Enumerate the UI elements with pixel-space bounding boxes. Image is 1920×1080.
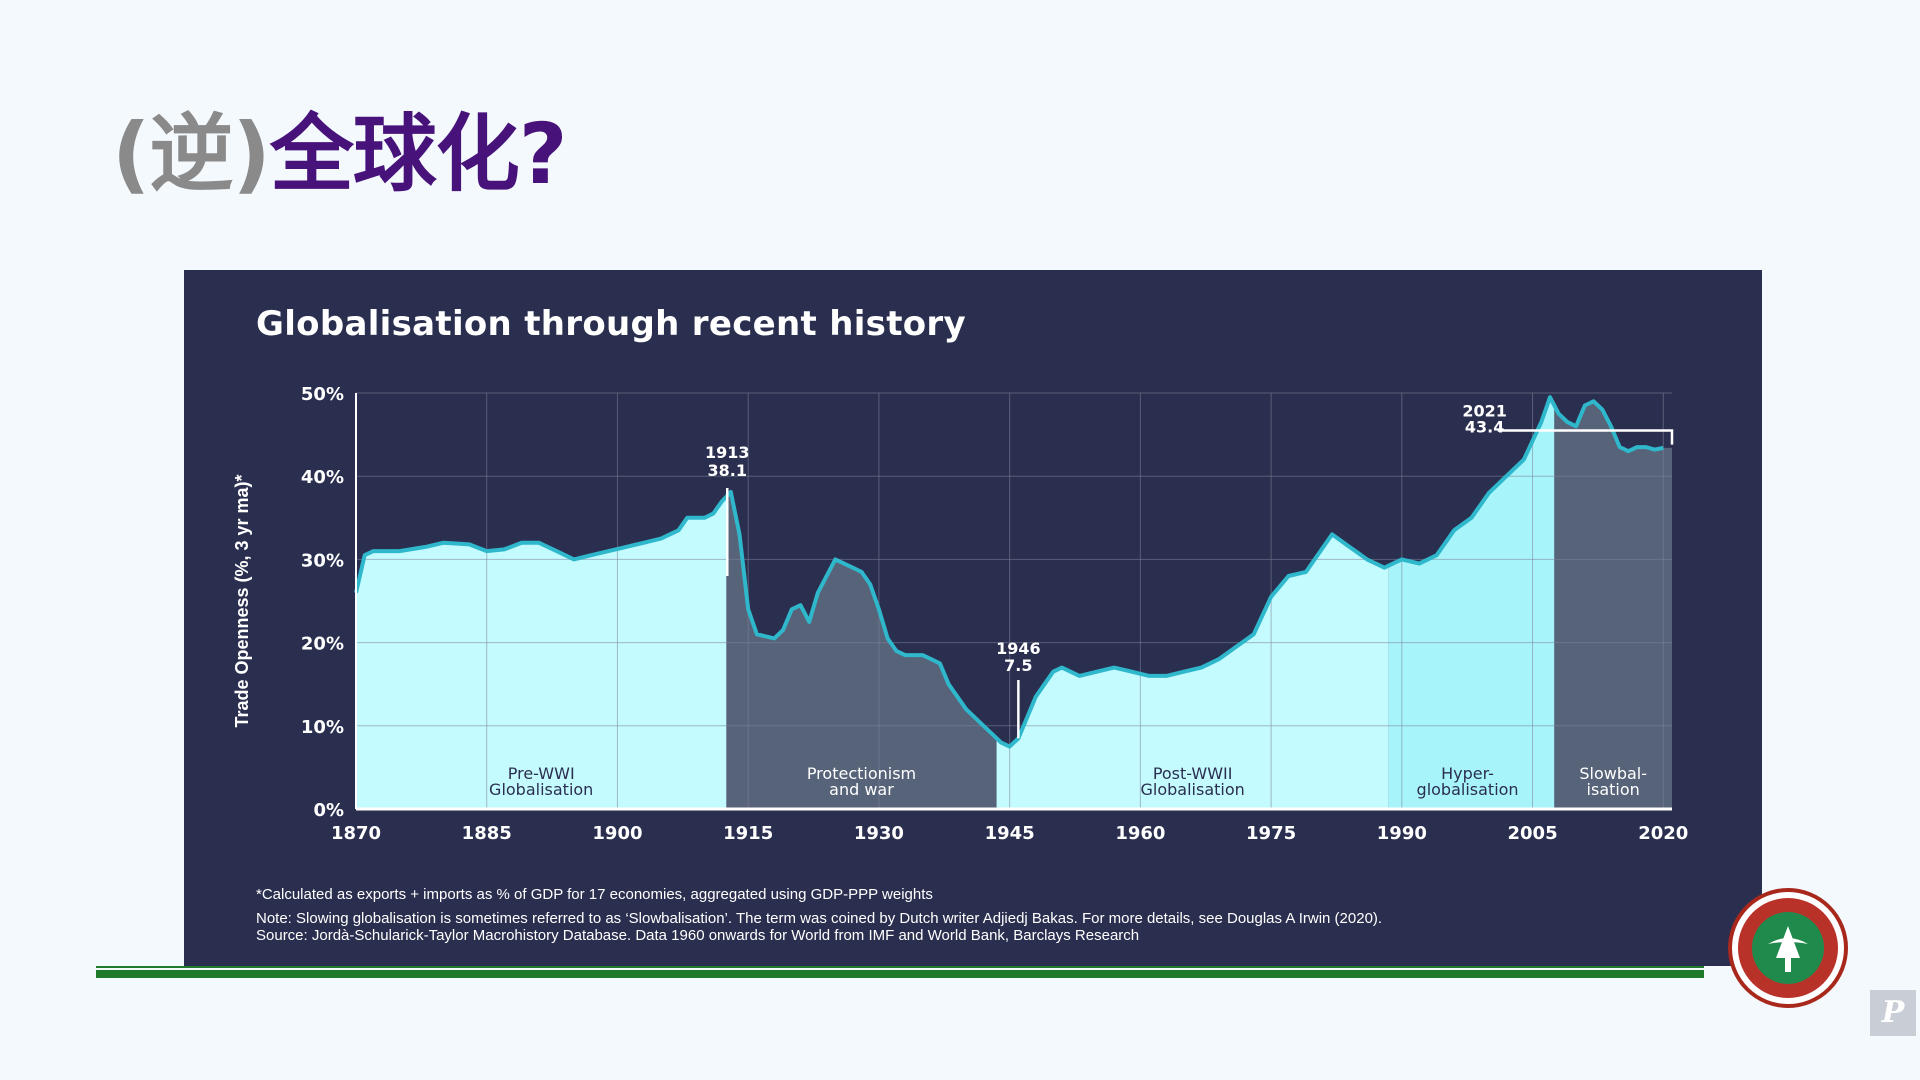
divider-line	[96, 966, 1704, 968]
x-tick-label-1870: 1870	[331, 823, 381, 844]
x-tick-label-1975: 1975	[1246, 823, 1296, 844]
slide-title-main: 全球化?	[269, 105, 568, 203]
footnote-source: Source: Jordà-Schularick-Taylor Macrohis…	[256, 927, 1140, 944]
annotation-2021-bracket	[1497, 429, 1674, 445]
period-label-4-line1: Slowbal-	[1579, 764, 1647, 783]
period-label-1-line2: and war	[829, 780, 894, 799]
period-label-2-line1: Post-WWII	[1153, 764, 1233, 783]
period-label-4-line2: isation	[1587, 780, 1640, 799]
x-tick-label-1885: 1885	[462, 823, 512, 844]
y-tick-label-10: 10%	[301, 717, 344, 738]
x-tick-label-2020: 2020	[1638, 823, 1688, 844]
x-tick-label-1990: 1990	[1377, 823, 1427, 844]
pp-logo-icon: P	[1870, 990, 1916, 1036]
period-label-1-line1: Protectionism	[807, 764, 916, 783]
chart-title: Globalisation through recent history	[256, 304, 966, 344]
period-area-0	[356, 397, 727, 809]
y-tick-label-50: 50%	[301, 384, 344, 405]
x-tick-label-2005: 2005	[1508, 823, 1558, 844]
x-tick-label-1930: 1930	[854, 823, 904, 844]
annotation-1913-value: 38.1	[708, 461, 747, 480]
annotation-1913-year: 1913	[705, 443, 750, 462]
divider-green-bar	[96, 970, 1704, 978]
annotation-1946-year: 1946	[996, 639, 1041, 658]
period-area-4	[1554, 397, 1672, 809]
x-tick-label-1960: 1960	[1115, 823, 1165, 844]
period-label-0-line1: Pre-WWI	[508, 764, 575, 783]
y-tick-label-0: 0%	[313, 800, 344, 821]
footnote-note: Note: Slowing globalisation is sometimes…	[256, 910, 1383, 927]
period-label-3-line1: Hyper-	[1441, 764, 1494, 783]
y-axis-label: Trade Openness (%, 3 yr ma)*	[232, 474, 252, 727]
footnote-calculation: *Calculated as exports + imports as % of…	[256, 886, 933, 903]
period-label-0-line2: Globalisation	[489, 780, 593, 799]
annotation-2021-value: 43.4	[1465, 417, 1504, 436]
x-tick-label-1900: 1900	[592, 823, 642, 844]
series-line	[354, 395, 1664, 749]
x-tick-label-1915: 1915	[723, 823, 773, 844]
period-area-2	[996, 397, 1389, 809]
y-tick-label-30: 30%	[301, 550, 344, 571]
x-tick-label-1945: 1945	[985, 823, 1035, 844]
period-label-2-line2: Globalisation	[1141, 780, 1245, 799]
annotation-1946-value: 7.5	[1004, 656, 1032, 675]
period-label-3-line2: globalisation	[1417, 780, 1519, 799]
chart-svg: 0% 10% 20% 30% 40% 50% 1870 1885 1900 1915 1930 194…	[232, 384, 1688, 844]
chart-panel: Globalisation through recent history 0% 1…	[184, 270, 1762, 966]
slide-title: (逆)全球化?	[112, 112, 568, 196]
y-tick-label-40: 40%	[301, 467, 344, 488]
period-area-1	[726, 397, 997, 809]
annotation-2021-year: 2021	[1462, 401, 1507, 420]
slide-title-paren: (逆)	[112, 105, 271, 203]
university-seal-icon	[1728, 888, 1848, 1008]
y-tick-label-20: 20%	[301, 634, 344, 655]
